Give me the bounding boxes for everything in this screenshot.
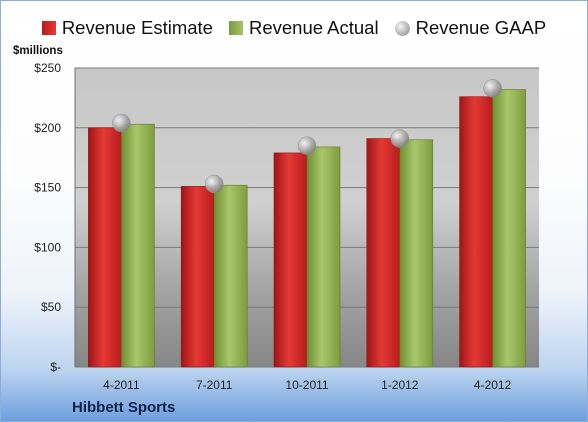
bar-revenue-estimate	[180, 186, 215, 368]
bar-revenue-estimate	[459, 96, 493, 368]
company-name: Hibbett Sports	[72, 399, 176, 416]
bar-revenue-actual	[492, 89, 526, 368]
legend-swatch-actual	[228, 21, 243, 35]
bar-revenue-estimate	[273, 152, 308, 368]
y-tick-label: $150	[34, 181, 61, 195]
legend-item-actual: Revenue Actual	[228, 17, 379, 39]
y-tick-label: $200	[34, 121, 61, 135]
legend-label-gaap: Revenue GAAP	[415, 17, 547, 38]
legend-label-estimate: Revenue Estimate	[61, 17, 213, 38]
y-tick-label: $-	[50, 360, 61, 374]
bar-revenue-actual	[306, 146, 341, 368]
y-unit-label: $millions	[13, 45, 63, 57]
x-tick-label: 7-2011	[196, 378, 233, 392]
x-tick-label: 1-2012	[381, 378, 419, 392]
point-revenue-gaap	[297, 136, 317, 155]
point-revenue-gaap	[483, 79, 502, 98]
legend-item-gaap: Revenue GAAP	[394, 17, 547, 39]
bar-revenue-estimate	[366, 138, 401, 368]
legend-item-estimate: Revenue Estimate	[41, 17, 213, 39]
y-tick-label: $100	[34, 240, 61, 254]
bar-revenue-estimate	[88, 127, 122, 368]
point-revenue-gaap	[390, 129, 410, 148]
x-tick-label: 10-2011	[285, 378, 328, 392]
legend: Revenue Estimate Revenue Actual Revenue …	[1, 15, 587, 41]
bar-revenue-actual	[213, 184, 248, 368]
bar-revenue-actual	[121, 123, 155, 368]
y-tick-label: $250	[34, 61, 61, 75]
bar-revenue-actual	[399, 139, 434, 368]
x-tick-label: 4-2011	[103, 378, 140, 392]
point-revenue-gaap	[112, 113, 131, 133]
y-tick-label: $50	[41, 300, 61, 314]
legend-label-actual: Revenue Actual	[248, 17, 379, 38]
x-tick-label: 4-2012	[474, 378, 512, 392]
legend-swatch-gaap	[394, 20, 410, 36]
point-revenue-gaap	[204, 174, 224, 194]
legend-swatch-estimate	[41, 21, 56, 35]
